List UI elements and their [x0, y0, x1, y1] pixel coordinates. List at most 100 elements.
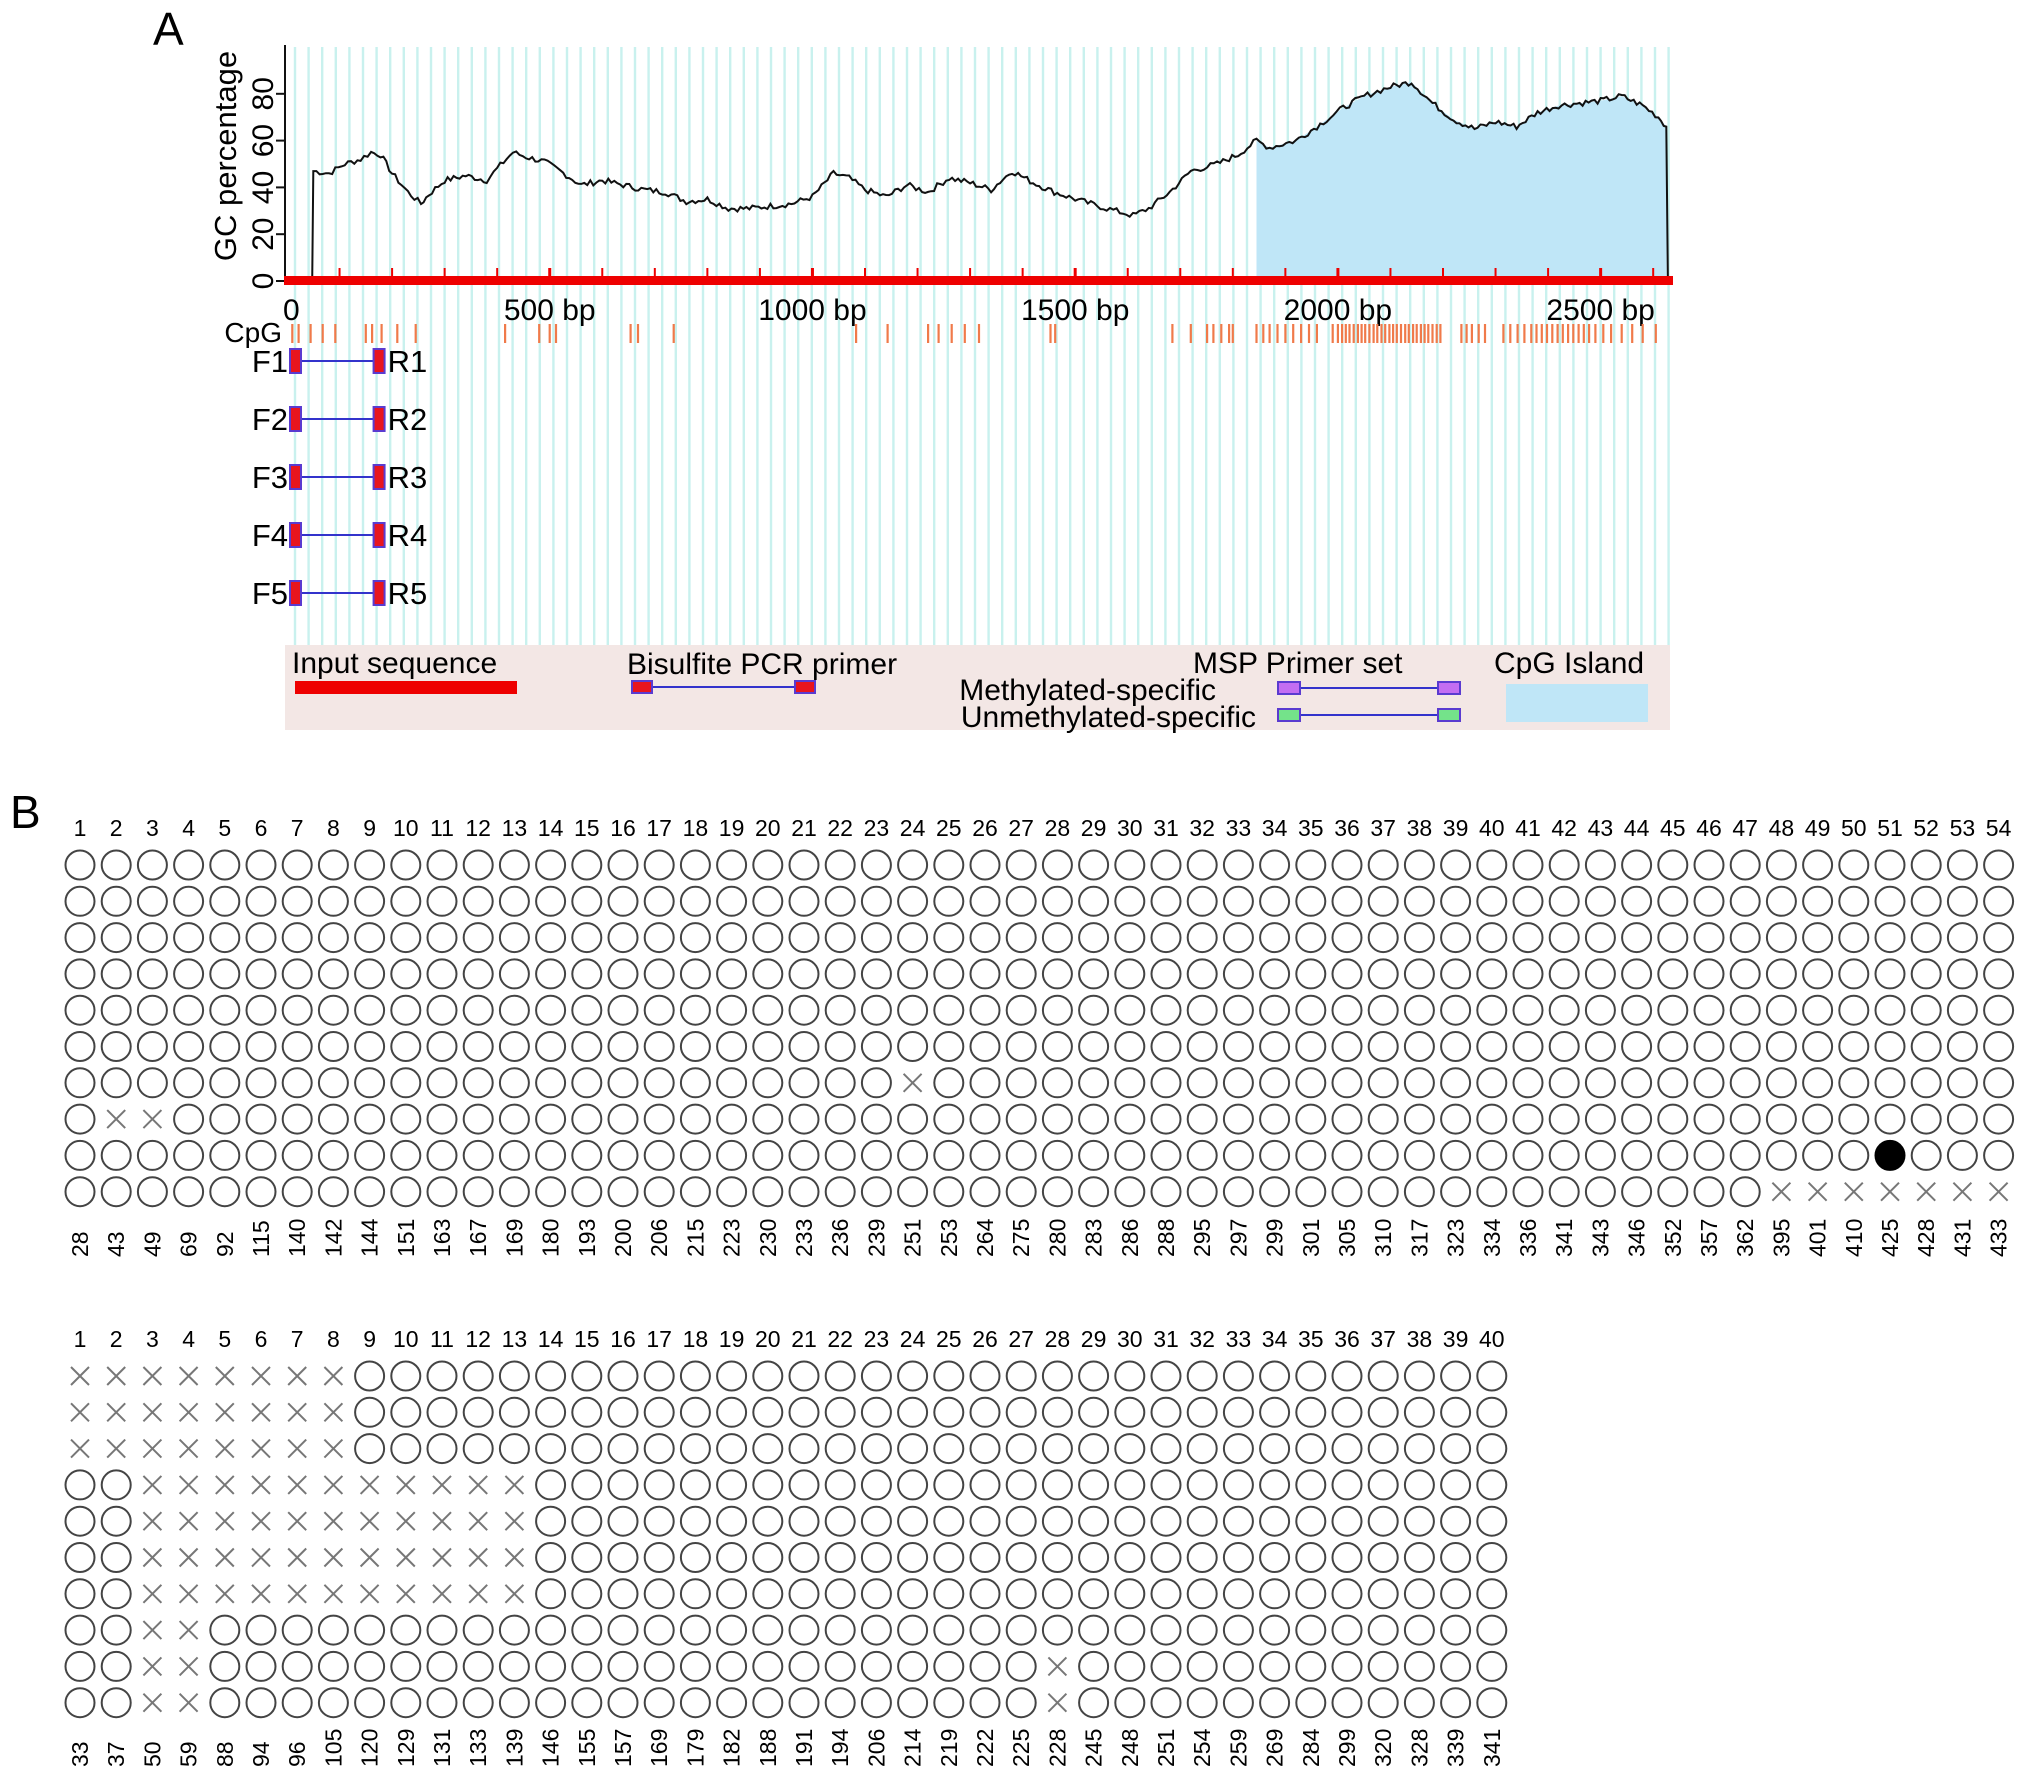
unmethylated-cpg: [969, 1578, 1001, 1610]
unmethylated-cpg: [1476, 885, 1508, 917]
unmethylated-cpg: [1078, 1396, 1110, 1428]
unmethylated-cpg: [1331, 1396, 1363, 1428]
unmethylated-cpg: [1403, 849, 1435, 881]
unmethylated-cpg: [1078, 1360, 1110, 1392]
unmethylated-cpg: [426, 1103, 458, 1135]
unmethylated-cpg: [1403, 994, 1435, 1026]
unmethylated-cpg: [1983, 994, 2015, 1026]
y-tick-label: 40: [247, 171, 280, 204]
unmethylated-cpg: [643, 1360, 675, 1392]
unmethylated-cpg: [354, 1396, 386, 1428]
unmethylated-cpg: [571, 994, 603, 1026]
unmethylated-cpg: [1621, 1031, 1653, 1062]
unmethylated-cpg: [1295, 958, 1327, 990]
unmethylated-cpg: [1114, 1505, 1146, 1537]
unmethylated-cpg: [245, 1139, 277, 1171]
unmethylated-cpg: [390, 994, 422, 1026]
unmethylated-cpg: [1186, 1103, 1218, 1135]
unmethylated-cpg: [1005, 1578, 1037, 1610]
unmethylated-cpg: [317, 1176, 349, 1208]
unmethylated-cpg: [317, 1103, 349, 1135]
unmethylated-cpg: [824, 994, 856, 1026]
column-number: 31: [1153, 815, 1179, 841]
not-determined-cpg: [215, 1511, 235, 1531]
unmethylated-cpg: [173, 885, 205, 917]
cpg-position-label: 317: [1406, 1219, 1432, 1257]
column-number: 33: [1226, 1326, 1252, 1352]
unmethylated-cpg: [1657, 1103, 1689, 1135]
column-number: 53: [1950, 815, 1976, 841]
legend: Input sequence Bisulfite PCR primer MSP …: [285, 645, 1670, 734]
unmethylated-cpg: [317, 1067, 349, 1099]
unmethylated-cpg: [897, 849, 929, 881]
column-number: 5: [218, 1326, 231, 1352]
not-determined-cpg: [142, 1109, 163, 1129]
cpg-position-label: 433: [1986, 1219, 2012, 1257]
cpg-position-label: 341: [1479, 1729, 1505, 1767]
unmethylated-cpg: [1331, 1433, 1363, 1465]
unmethylated-cpg: [716, 994, 748, 1026]
column-number: 34: [1262, 815, 1288, 841]
unmethylated-cpg: [1367, 885, 1399, 917]
unmethylated-cpg: [1222, 1360, 1254, 1392]
cpg-position-label: 286: [1117, 1219, 1143, 1257]
unmethylated-cpg: [317, 958, 349, 990]
unmethylated-cpg: [136, 958, 168, 990]
unmethylated-cpg: [824, 1578, 856, 1610]
unmethylated-cpg: [64, 1505, 96, 1537]
primer-pair: F5 R5: [252, 576, 427, 611]
unmethylated-cpg: [969, 1469, 1001, 1501]
unmethylated-cpg: [1295, 1067, 1327, 1099]
column-number: 27: [1008, 1326, 1034, 1352]
not-determined-cpg: [1047, 1656, 1068, 1677]
cpg-position-label: 140: [284, 1219, 310, 1257]
cpg-position-label: 129: [393, 1729, 419, 1767]
unmethylated-cpg: [1440, 994, 1472, 1026]
unmethylated-cpg: [716, 1067, 748, 1099]
unmethylated-cpg: [1693, 958, 1725, 990]
not-determined-cpg: [1988, 1181, 2009, 1202]
unmethylated-cpg: [1259, 1614, 1291, 1646]
unmethylated-cpg: [354, 1650, 386, 1682]
clone-row: [64, 1067, 2015, 1099]
y-tick-label: 20: [247, 218, 280, 251]
unmethylated-cpg: [100, 1505, 132, 1537]
unmethylated-cpg: [1259, 1396, 1291, 1428]
not-determined-cpg: [251, 1366, 271, 1386]
not-determined-cpg: [178, 1366, 199, 1386]
unmethylated-cpg: [462, 994, 494, 1026]
unmethylated-cpg: [1222, 1614, 1254, 1646]
cpg-position-label: 233: [791, 1219, 817, 1257]
clone-row: [70, 1433, 1508, 1465]
unmethylated-cpg: [1476, 1103, 1508, 1135]
unmethylated-cpg: [245, 849, 277, 881]
unmethylated-cpg: [281, 849, 313, 881]
unmethylated-cpg: [824, 1067, 856, 1099]
column-number: 39: [1443, 815, 1469, 841]
cpg-position-label: 310: [1370, 1219, 1396, 1257]
unmethylated-cpg: [1657, 1031, 1689, 1062]
unmethylated-cpg: [64, 1542, 96, 1573]
unmethylated-cpg: [643, 1176, 675, 1208]
forward-primer: [289, 348, 302, 374]
cpg-position-label: 283: [1081, 1219, 1107, 1257]
unmethylated-cpg: [1078, 1542, 1110, 1573]
unmethylated-cpg: [535, 922, 567, 954]
unmethylated-cpg: [1548, 885, 1580, 917]
unmethylated-cpg: [1331, 1103, 1363, 1135]
forward-primer-label: F2: [252, 402, 288, 437]
unmethylated-cpg: [535, 1139, 567, 1171]
unmethylated-cpg: [752, 1360, 784, 1392]
unmethylated-cpg: [571, 1505, 603, 1537]
unmethylated-cpg: [535, 1031, 567, 1062]
input-sequence-bar: [284, 268, 1673, 285]
unmethylated-cpg: [1041, 994, 1073, 1026]
cpg-position-label: 139: [501, 1729, 527, 1767]
cpg-island-fill: [1256, 82, 1667, 281]
unmethylated-cpg: [679, 1360, 711, 1392]
unmethylated-cpg: [498, 1650, 530, 1682]
unmethylated-cpg: [498, 1360, 530, 1392]
unmethylated-cpg: [571, 1067, 603, 1099]
unmethylated-cpg: [1078, 922, 1110, 954]
unmethylated-cpg: [1584, 1067, 1616, 1099]
